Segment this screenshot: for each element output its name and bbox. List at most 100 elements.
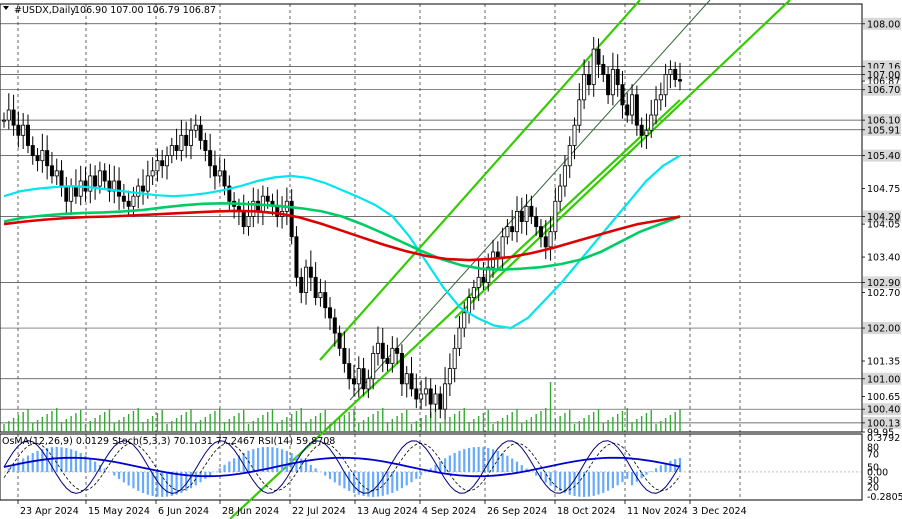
candle-body (174, 145, 179, 151)
price-tick-label: 100.65 (867, 392, 900, 403)
stoch-main-line (3, 440, 681, 494)
candle-body (265, 195, 270, 202)
candle-body (375, 342, 380, 354)
price-label-box (863, 17, 901, 30)
price-tick-label: 102.90 (867, 278, 900, 289)
candle-body (299, 276, 304, 293)
candle-body (347, 363, 352, 380)
candle-body (188, 129, 193, 146)
candle-body (486, 266, 491, 283)
osma-tick-label: 0.3792 (867, 433, 900, 444)
candle-body (380, 342, 385, 359)
moving-average-ma_mid (3, 201, 681, 272)
candle-body (500, 236, 505, 258)
candle-body (35, 155, 40, 162)
candle-body (630, 94, 635, 116)
candle-body (534, 216, 539, 228)
candle-body (404, 373, 409, 385)
candle-body (289, 200, 294, 238)
candle-body (447, 368, 452, 385)
candle-body (59, 170, 64, 187)
price-tick-label: 106.87 (867, 77, 900, 88)
osma-tick-label: 0.00 (867, 467, 888, 478)
price-label-box (863, 403, 901, 416)
candle-body (313, 276, 318, 299)
candle-body (227, 185, 232, 202)
candle-body (126, 200, 131, 207)
candle-body (620, 84, 625, 106)
oscillator-header: OsMA(12,26,9) 0.0129 Stoch(5,3,3) 70.103… (2, 436, 335, 447)
candle-body (414, 388, 419, 400)
candle-body (184, 134, 189, 146)
candle-body (673, 69, 678, 80)
price-label-box (863, 322, 901, 335)
price-tick-label: 106.70 (867, 85, 900, 96)
candle-body (505, 226, 510, 238)
candle-body (64, 185, 69, 202)
candle-body (294, 236, 299, 278)
candle-body (562, 165, 567, 187)
candle-body (548, 231, 553, 248)
price-tick-label: 106.10 (867, 116, 900, 127)
candle-body (668, 69, 673, 75)
candle-body (193, 124, 198, 131)
price-tick-label: 104.75 (867, 184, 900, 195)
price-tick-label: 100.13 (867, 418, 900, 429)
price-tick-label: 107.16 (867, 62, 900, 73)
candle-body (591, 48, 596, 86)
candle-body (366, 378, 371, 390)
price-tick-label: 105.40 (867, 151, 900, 162)
x-tick-label: 23 Apr 2024 (20, 506, 79, 517)
stoch-tick-label: 70 (867, 449, 879, 460)
candle-body (462, 312, 467, 329)
candle-body (256, 200, 261, 212)
candle-body (203, 140, 208, 151)
candle-body (351, 378, 356, 385)
candle-body (318, 292, 323, 299)
candle-body (457, 327, 462, 349)
stoch-tick-label: 50 (867, 463, 879, 474)
candle-body (586, 74, 591, 86)
candle-body (596, 48, 601, 65)
price-label-box (863, 60, 901, 73)
candle-body (222, 170, 227, 187)
candle-body (6, 109, 11, 121)
stoch-tick-label: 30 (867, 476, 879, 487)
x-tick-label: 28 Jun 2024 (222, 506, 279, 517)
price-tick-label: 101.35 (867, 357, 900, 368)
candle-body (78, 180, 83, 197)
channel-line-inner (349, 0, 711, 401)
candle-body (610, 69, 615, 96)
candle-body (639, 124, 644, 136)
stoch-tick-label: 80 (867, 443, 879, 454)
candle-body (160, 160, 165, 167)
candle-body (323, 292, 328, 309)
candle-body (649, 114, 654, 131)
candle-body (25, 124, 30, 146)
candle-body (88, 175, 93, 192)
candle-body (634, 94, 639, 126)
candle-body (49, 165, 54, 177)
price-tick-label: 102.00 (867, 324, 900, 335)
candle-body (356, 368, 361, 385)
price-tick-label: 99.95 (867, 428, 894, 439)
price-tick-label: 101.00 (867, 374, 900, 385)
candle-body (476, 276, 481, 288)
collapse-triangle-icon (3, 6, 9, 10)
candle-body (150, 170, 155, 177)
x-tick-label: 22 Jul 2024 (292, 506, 346, 517)
candle-body (582, 74, 587, 101)
candle-body (102, 170, 107, 182)
candle-body (510, 226, 515, 233)
candle-body (179, 134, 184, 151)
candle-body (433, 393, 438, 405)
candle-body (169, 145, 174, 157)
price-label-box (863, 416, 901, 429)
price-tick-label: 105.91 (867, 125, 900, 136)
candle-body (54, 170, 59, 177)
x-tick-label: 13 Aug 2024 (357, 506, 418, 517)
channel-line-upper (319, 0, 641, 361)
x-tick-label: 18 Oct 2024 (557, 506, 616, 517)
candle-body (11, 109, 16, 126)
candle-body (337, 332, 342, 349)
